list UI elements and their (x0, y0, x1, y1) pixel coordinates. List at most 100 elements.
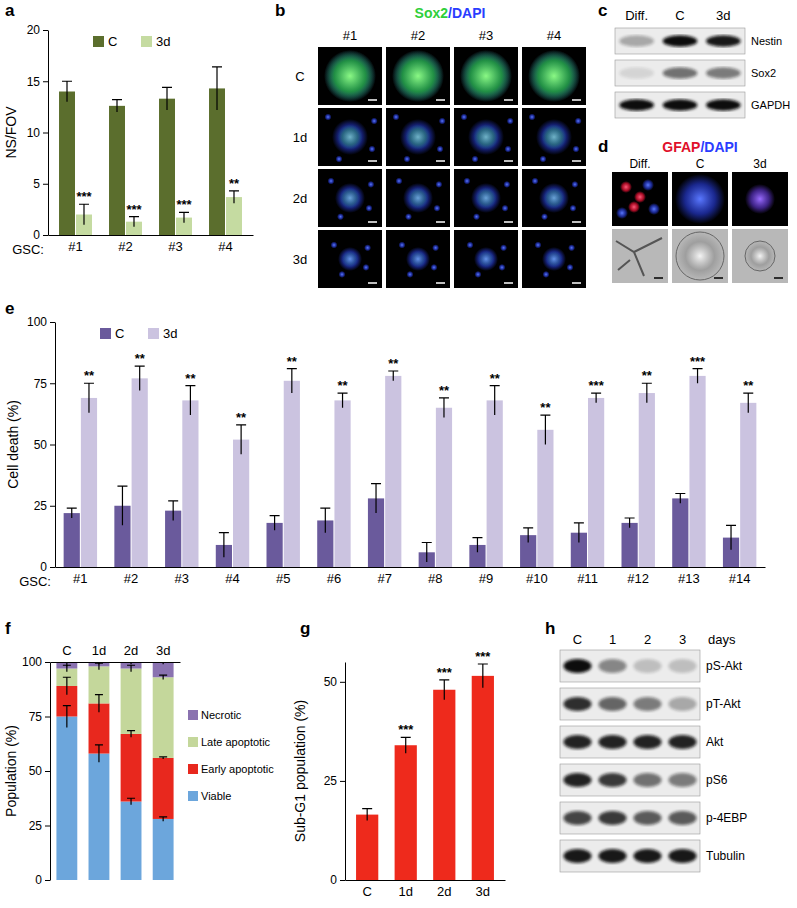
scale-bar (436, 221, 445, 223)
x-axis: C1d2d3d (51, 643, 181, 663)
bar (64, 513, 80, 567)
bar (182, 400, 198, 567)
x-tick: #9 (479, 567, 493, 586)
panel-letter: c (598, 1, 607, 20)
image-background (386, 47, 450, 105)
band (669, 735, 697, 749)
error-bar (84, 383, 94, 412)
y-tick-mark (50, 383, 55, 384)
y-tick: 75 (29, 710, 50, 724)
image-background (454, 169, 518, 227)
micrograph (386, 108, 450, 166)
bar (472, 676, 494, 880)
x-tick-label: #11 (577, 571, 598, 586)
y-tick-label: 5 (33, 177, 40, 191)
cell (396, 178, 403, 185)
micrograph (386, 169, 450, 227)
x-tick-label: #4 (225, 571, 239, 586)
band-label: Nestin (751, 35, 782, 47)
cell (461, 114, 468, 121)
band (599, 659, 627, 673)
legend-swatch (188, 737, 198, 747)
x-tick: 1d (398, 880, 412, 899)
legend-label: Necrotic (201, 709, 242, 721)
cell (404, 156, 411, 163)
band (619, 67, 654, 78)
cell (364, 244, 371, 251)
cell (467, 242, 474, 249)
x-tick-label: #1 (73, 571, 87, 586)
micrograph (454, 108, 518, 166)
y-axis-line (50, 663, 51, 881)
legend-swatch (188, 710, 198, 720)
x-axis: C 1d 2d 3d (346, 880, 506, 899)
band (669, 773, 697, 787)
column-label: Diff. (629, 157, 650, 171)
micrograph (522, 169, 586, 227)
x-tick-label: #7 (377, 571, 391, 586)
legend-label: Viable (201, 790, 231, 802)
x-tick: 2d (437, 880, 451, 899)
y-tick-label: 50 (29, 764, 43, 778)
error-bar (135, 366, 145, 391)
micrograph (386, 47, 450, 105)
y-tick-mark (45, 771, 50, 772)
band (619, 35, 654, 46)
y-tick-mark (50, 567, 55, 568)
marker-stain (337, 124, 362, 149)
cell (371, 118, 378, 125)
legend-label: 3d (156, 34, 170, 49)
x-tick: C (362, 880, 371, 899)
x-axis-line (346, 880, 506, 881)
y-tick-mark (45, 662, 50, 663)
blot-strip (560, 802, 700, 834)
panel-label: GFAP/DAPI (662, 139, 737, 155)
x-axis-line (51, 662, 181, 663)
cell (634, 191, 646, 203)
band-label: Akt (706, 735, 724, 749)
plot-area (59, 67, 242, 235)
y-tick-mark (43, 81, 48, 82)
cell (435, 181, 442, 188)
nucleus-stain (471, 183, 501, 213)
x-tick: #4 (225, 567, 239, 586)
y-tick-mark (340, 880, 345, 881)
x-tick-label: 3d (156, 643, 170, 658)
x-axis: #1#2#3#4 (49, 235, 254, 254)
band (669, 697, 697, 711)
error-bar (401, 737, 411, 753)
y-tick-label: 20 (27, 23, 41, 37)
bar-segment (89, 754, 110, 880)
legend-label: Late apoptotic (201, 736, 271, 748)
x-tick-label: #1 (68, 239, 82, 254)
image-background (318, 47, 382, 105)
micrograph (732, 172, 788, 226)
y-tick: 25 (34, 499, 55, 513)
significance: ** (135, 351, 146, 366)
error-bar (112, 100, 122, 112)
cell (543, 271, 550, 278)
scale-bar (368, 282, 377, 284)
nucleus-stain (542, 247, 566, 271)
column-label: #1 (343, 28, 357, 43)
blot-strip (560, 688, 700, 720)
band-label: pT-Akt (706, 697, 741, 711)
plot-area (56, 662, 173, 880)
y-tick-label: 25 (324, 774, 338, 788)
cell (507, 118, 514, 125)
y-axis: 0255075100 (27, 315, 56, 574)
scale-bar (572, 160, 581, 162)
micrograph (318, 230, 382, 288)
x-tick: #13 (678, 567, 700, 586)
cell (434, 205, 441, 212)
cell (405, 213, 412, 220)
x-tick-label: 3d (476, 884, 490, 899)
cell (573, 146, 580, 153)
x-tick-label: #6 (327, 571, 341, 586)
bar-segment (121, 802, 142, 880)
y-tick-label: 75 (34, 377, 48, 391)
band (663, 99, 698, 110)
marker-stain (342, 251, 359, 268)
error-bar (591, 393, 601, 403)
band (634, 773, 662, 787)
